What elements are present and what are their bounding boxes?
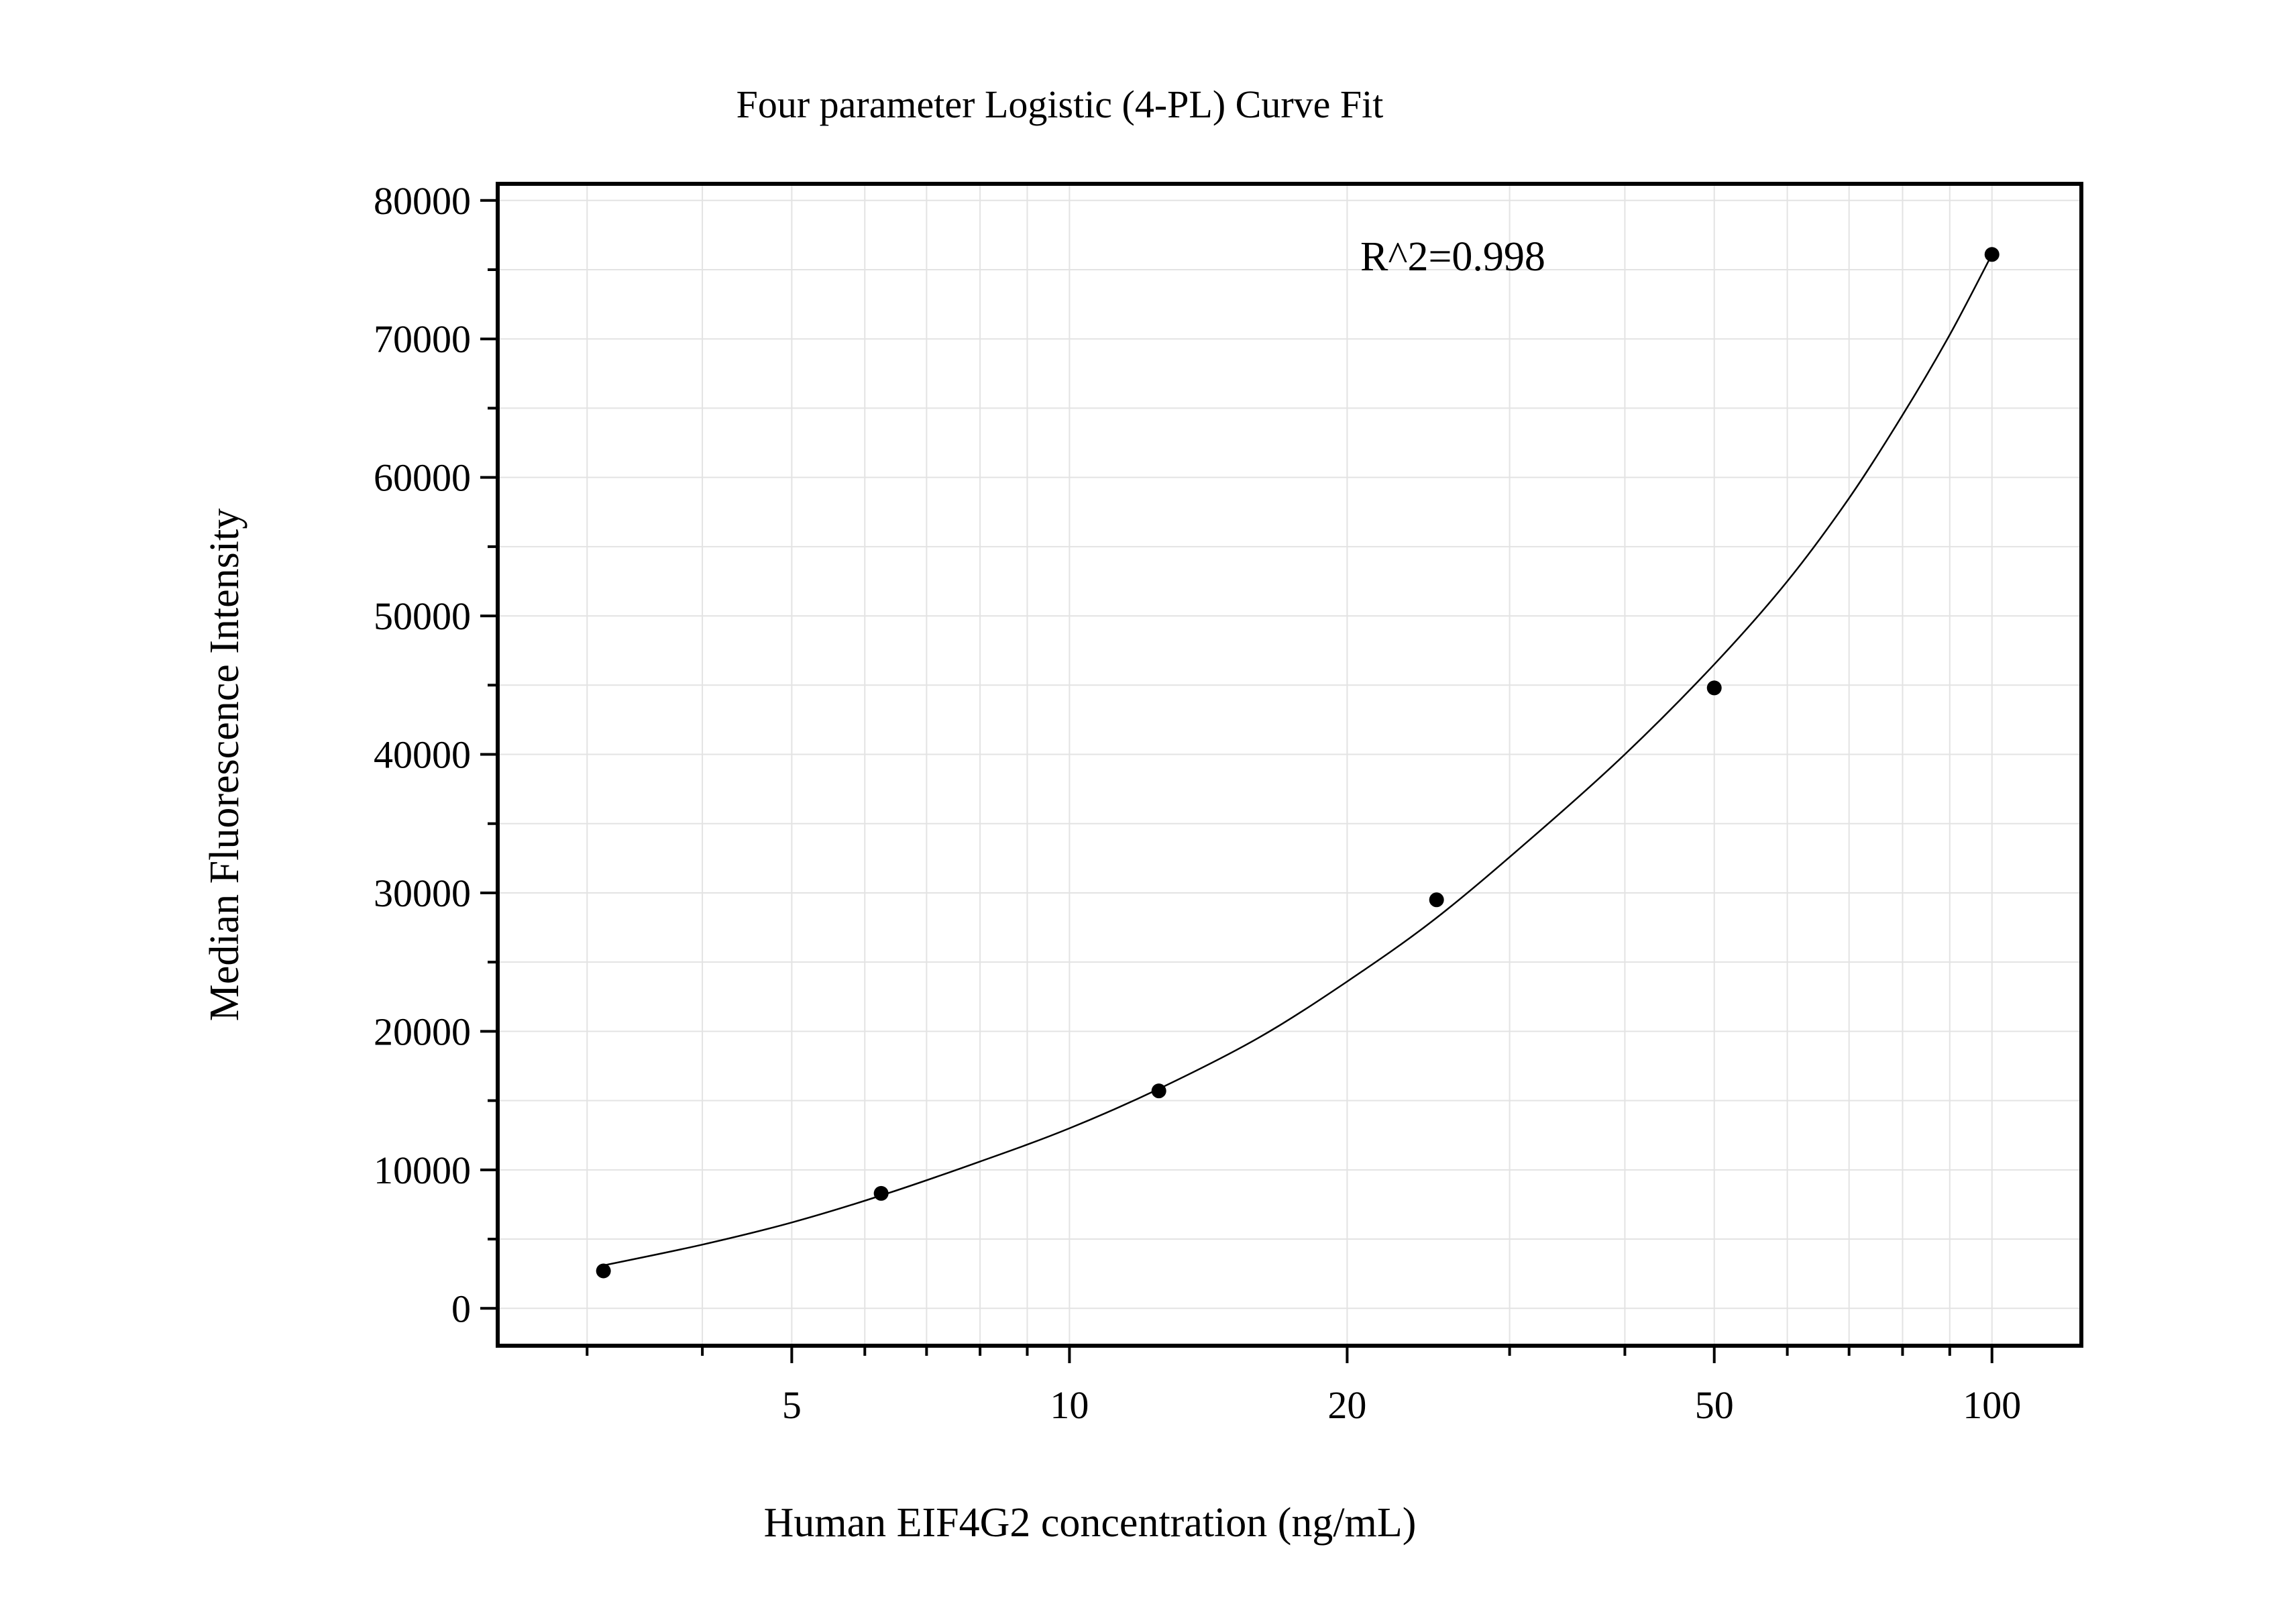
y-tick-label: 60000 [374, 456, 471, 500]
data-point [1429, 892, 1444, 908]
x-tick-label: 20 [1327, 1383, 1366, 1427]
plot-marks [596, 247, 2000, 1279]
r-squared-annotation: R^2=0.998 [1360, 234, 1545, 280]
x-tick-label: 5 [782, 1383, 802, 1427]
data-point [873, 1185, 889, 1201]
x-axis-label: Human EIF4G2 concentration (ng/mL) [764, 1500, 1417, 1546]
plot-frame [496, 182, 2083, 1348]
data-point [1706, 680, 1722, 696]
chart-title: Four parameter Logistic (4-PL) Curve Fit [736, 83, 1384, 126]
x-tick-label: 100 [1963, 1383, 2021, 1427]
axis-ticks [480, 199, 1993, 1363]
y-tick-label: 50000 [374, 594, 471, 638]
tick-labels: 5 10 20 50 100 0 10000 20000 30000 40000 50000 6000… [374, 179, 2021, 1427]
y-tick-label: 0 [451, 1287, 471, 1330]
data-point [1151, 1083, 1166, 1099]
y-tick-label: 10000 [374, 1148, 471, 1192]
y-tick-label: 30000 [374, 871, 471, 915]
y-tick-label: 80000 [374, 179, 471, 223]
grid [498, 184, 2081, 1346]
y-tick-label: 40000 [374, 733, 471, 777]
y-tick-label: 20000 [374, 1010, 471, 1053]
x-tick-label: 50 [1695, 1383, 1734, 1427]
data-point [1984, 247, 2000, 262]
y-axis-label: Median Fluorescence Intensity [202, 509, 248, 1021]
y-tick-label: 70000 [374, 317, 471, 361]
data-point [596, 1263, 611, 1279]
x-tick-label: 10 [1050, 1383, 1089, 1427]
